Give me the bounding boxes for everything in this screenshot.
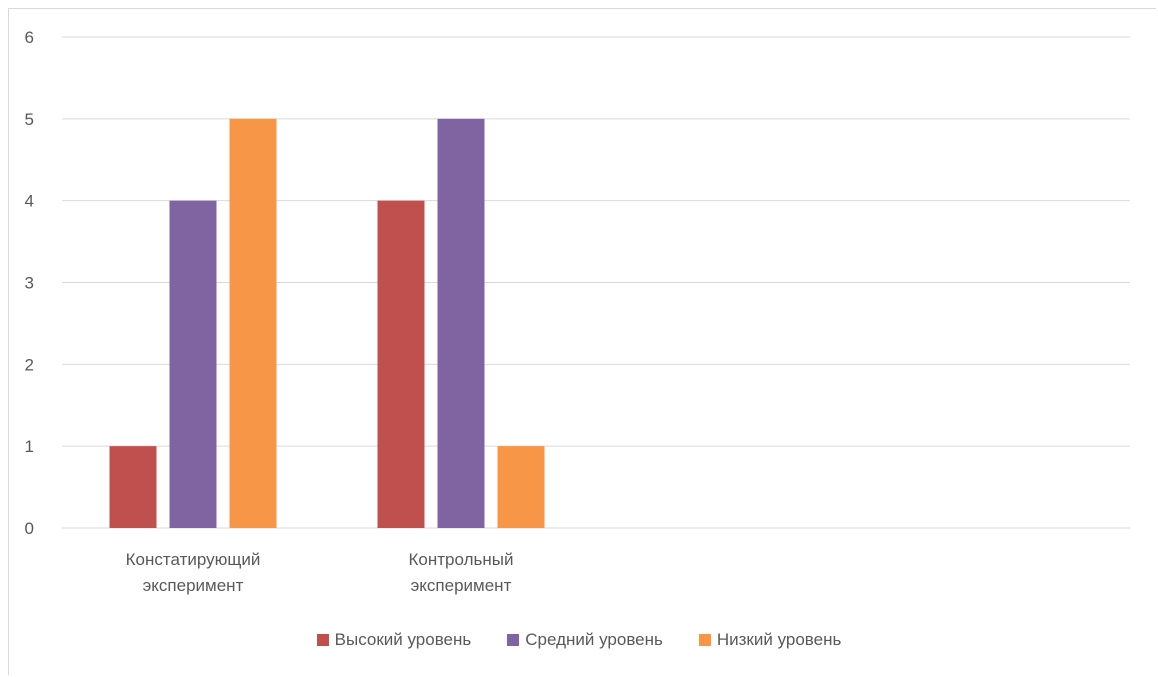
y-tick-label: 4: [25, 192, 34, 211]
y-tick-label: 6: [25, 28, 34, 47]
legend-item-low: Низкий уровень: [698, 630, 842, 650]
y-tick-label: 3: [25, 274, 34, 293]
x-category-label: эксперимент: [411, 576, 512, 595]
chart-frame: [8, 8, 1156, 675]
legend-swatch-low: [698, 634, 711, 646]
legend: Высокий уровень Средний уровень Низкий у…: [0, 630, 1158, 650]
legend-label-low: Низкий уровень: [716, 630, 842, 649]
legend-item-high: Высокий уровень: [316, 630, 472, 650]
bar: [229, 118, 277, 528]
x-category-label: эксперимент: [143, 576, 244, 595]
y-tick-label: 5: [25, 110, 34, 129]
bar: [437, 118, 485, 528]
bar: [169, 200, 217, 528]
legend-swatch-high: [316, 634, 329, 646]
y-tick-label: 2: [25, 355, 34, 374]
bar: [377, 200, 425, 528]
legend-label-medium: Средний уровень: [525, 630, 663, 649]
bar: [497, 446, 545, 528]
bar: [109, 446, 157, 528]
y-tick-label: 1: [25, 437, 34, 456]
x-category-label: Констатирующий: [126, 550, 261, 569]
y-tick-label: 0: [25, 519, 34, 538]
legend-item-medium: Средний уровень: [507, 630, 663, 650]
legend-label-high: Высокий уровень: [334, 630, 472, 649]
legend-swatch-medium: [507, 634, 520, 646]
x-category-label: Контрольный: [409, 550, 514, 569]
